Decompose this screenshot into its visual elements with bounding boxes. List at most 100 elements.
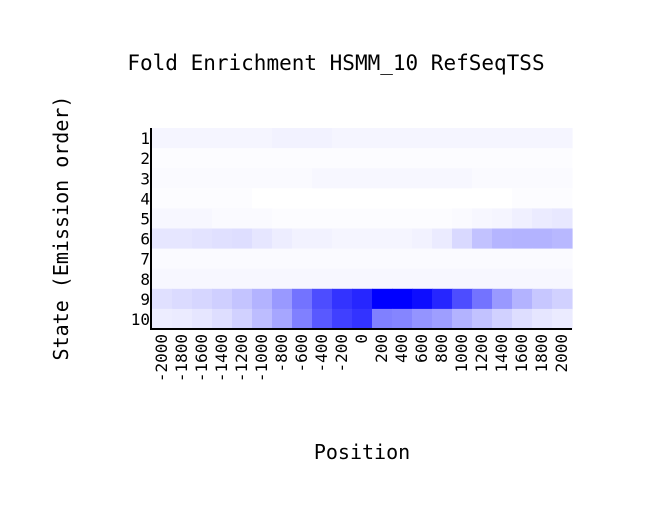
x-tick-labels: -2000 -1800 -1600 -1400 -1200 -1000 -800 -600 -4… [152, 334, 571, 382]
heatmap-cell [212, 168, 233, 189]
heatmap-cell [332, 128, 353, 149]
heatmap-cell [252, 168, 273, 189]
heatmap-cells [152, 128, 573, 330]
heatmap-cell [192, 188, 213, 209]
heatmap-cell [352, 168, 373, 189]
heatmap-cell [512, 168, 533, 189]
heatmap-cell [472, 168, 493, 189]
heatmap-cell [372, 288, 393, 310]
heatmap-cell [392, 228, 413, 250]
heatmap-cell [492, 248, 513, 270]
heatmap-cell [192, 288, 213, 310]
heatmap-cell [232, 228, 253, 250]
heatmap-cell [272, 168, 293, 189]
heatmap-cell [552, 128, 573, 149]
heatmap-cell [512, 128, 533, 149]
heatmap-cell [352, 148, 373, 169]
heatmap-cell [212, 308, 233, 330]
heatmap-cell [292, 168, 313, 189]
heatmap-cell [392, 288, 413, 310]
heatmap-cell [492, 148, 513, 169]
heatmap-cell [332, 148, 353, 169]
heatmap-cell [472, 268, 493, 290]
heatmap-cell [512, 188, 533, 209]
y-tick-label: 7 [140, 250, 150, 269]
heatmap-cell [372, 308, 393, 330]
heatmap-cell [532, 208, 553, 230]
heatmap-cell [152, 188, 173, 209]
heatmap-cell [252, 288, 273, 310]
heatmap-cell [272, 228, 293, 250]
heatmap-cell [312, 248, 333, 270]
heatmap-cell [432, 168, 453, 189]
heatmap-cell [152, 208, 173, 230]
heatmap-cell [252, 128, 273, 149]
heatmap-cell [172, 188, 193, 209]
heatmap-cell [272, 208, 293, 230]
x-tick-label: -800 [272, 334, 291, 373]
heatmap-cell [532, 228, 553, 250]
heatmap-cell [172, 288, 193, 310]
heatmap-cell [372, 268, 393, 290]
heatmap-cell [292, 288, 313, 310]
heatmap-cell [252, 228, 273, 250]
heatmap-cell [492, 228, 513, 250]
heatmap-cell [512, 208, 533, 230]
heatmap-cell [372, 188, 393, 209]
heatmap-cell [492, 188, 513, 209]
heatmap-cell [412, 288, 433, 310]
heatmap-cell [512, 308, 533, 330]
heatmap-cell [212, 188, 233, 209]
heatmap-cell [292, 228, 313, 250]
heatmap-cell [452, 228, 473, 250]
heatmap-cell [272, 308, 293, 330]
y-tick-label: 8 [140, 270, 150, 289]
heatmap-cell [272, 248, 293, 270]
heatmap-cell [412, 248, 433, 270]
heatmap-cell [312, 308, 333, 330]
x-tick-label: 1200 [472, 334, 491, 373]
heatmap-cell [212, 208, 233, 230]
heatmap-cell [472, 148, 493, 169]
heatmap-cell [512, 268, 533, 290]
heatmap-cell [252, 268, 273, 290]
x-tick-label: -1400 [212, 334, 231, 382]
heatmap-cell [392, 308, 413, 330]
heatmap-cell [332, 288, 353, 310]
heatmap-cell [552, 228, 573, 250]
heatmap-cell [412, 148, 433, 169]
x-tick-label: 1400 [492, 334, 511, 373]
heatmap-cell [192, 148, 213, 169]
heatmap-cell [372, 148, 393, 169]
heatmap-cell [452, 128, 473, 149]
heatmap-cell [492, 268, 513, 290]
heatmap-cell [372, 168, 393, 189]
heatmap-cell [212, 268, 233, 290]
heatmap-cell [392, 268, 413, 290]
heatmap-cell [152, 248, 173, 270]
heatmap-cell [332, 268, 353, 290]
heatmap-cell [152, 288, 173, 310]
chart-title: Fold Enrichment HSMM_10 RefSeqTSS [127, 51, 544, 75]
heatmap-cell [552, 168, 573, 189]
heatmap-cell [232, 188, 253, 209]
heatmap-cell [432, 128, 453, 149]
heatmap-cell [432, 188, 453, 209]
heatmap-cell [412, 268, 433, 290]
heatmap-cell [492, 168, 513, 189]
heatmap-cell [352, 268, 373, 290]
heatmap-cell [232, 208, 253, 230]
x-axis-label: Position [314, 440, 410, 464]
heatmap-cell [312, 268, 333, 290]
heatmap-cell [412, 128, 433, 149]
heatmap-cell [552, 188, 573, 209]
heatmap-cell [252, 148, 273, 169]
heatmap-cell [472, 288, 493, 310]
heatmap-cell [512, 228, 533, 250]
heatmap-cell [232, 248, 253, 270]
heatmap-cell [412, 228, 433, 250]
heatmap-cell [372, 248, 393, 270]
heatmap-cell [432, 148, 453, 169]
heatmap-cell [232, 268, 253, 290]
y-axis-label: State (Emission order) [49, 96, 73, 361]
